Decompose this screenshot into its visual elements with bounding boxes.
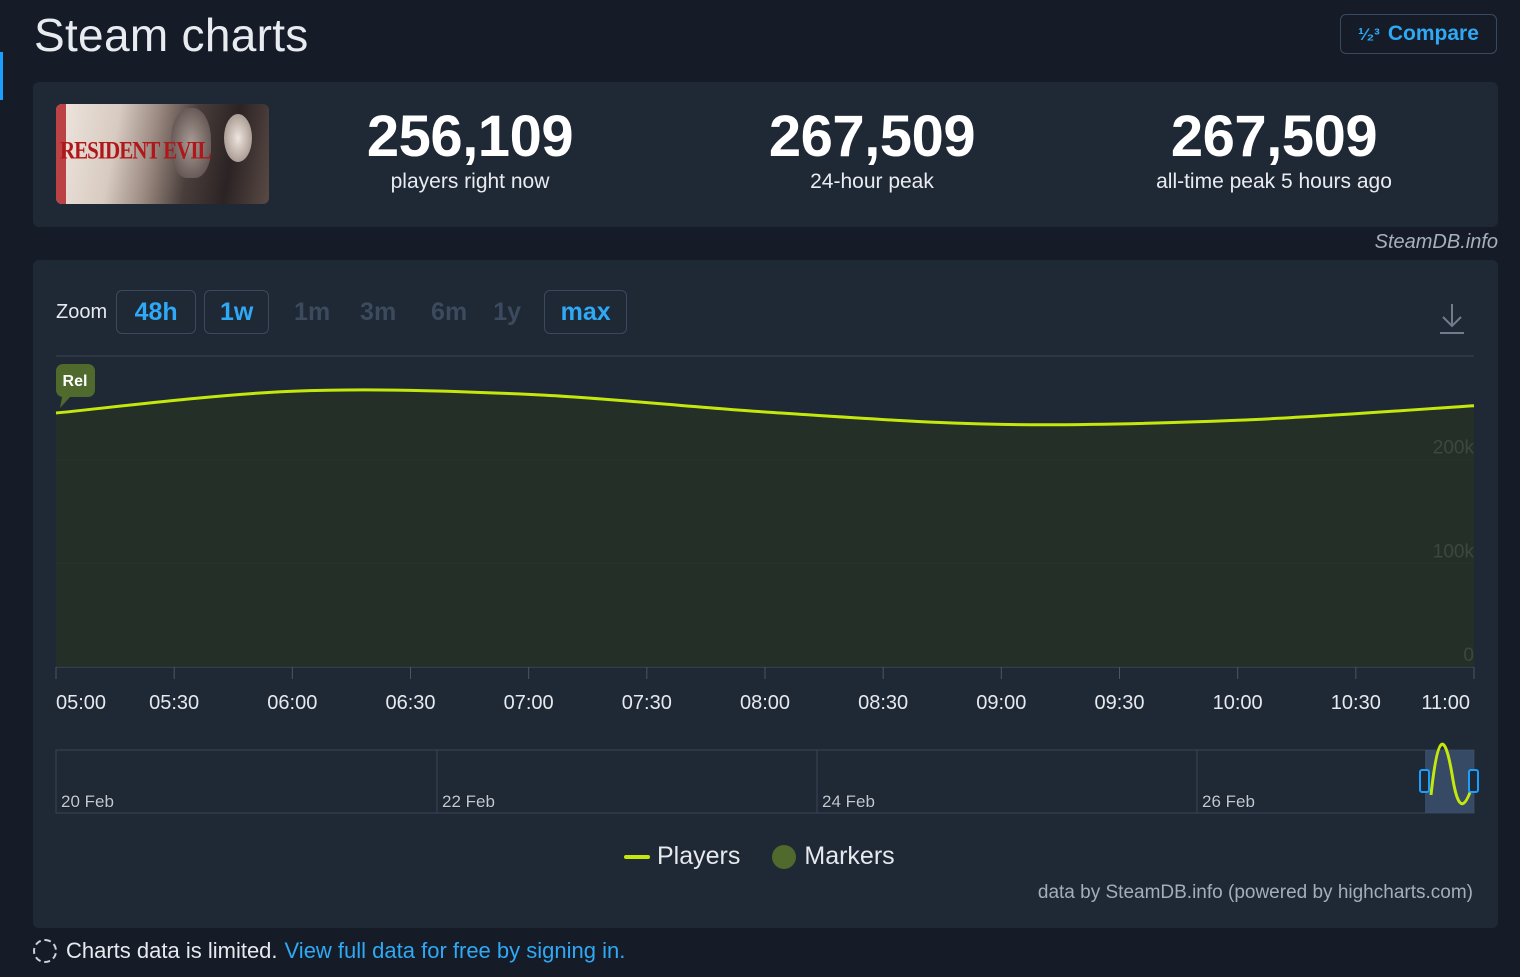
stat-value: 267,509 [1170,104,1378,169]
stat-current-players: 256,109 players right now [345,106,595,194]
x-tick-label: 09:30 [1094,692,1144,714]
limited-message: Charts data is limited. [66,938,278,963]
zoom-1y-button: 1y [493,297,522,326]
footer-notice: Charts data is limited. View full data f… [33,938,625,964]
zoom-max-button[interactable]: max [544,290,628,334]
zoom-3m-button: 3m [360,297,397,326]
loading-icon [33,939,57,963]
release-marker [56,364,95,397]
compare-button[interactable]: ¹⁄₂³ Compare [1340,14,1497,54]
navigator-right-handle [1468,769,1479,793]
x-tick-label: 08:00 [740,692,790,714]
stat-all-time-peak: 267,509 all-time peak 5 hours ago [1124,106,1424,194]
navigator-series-line [1429,742,1476,806]
left-accent-bar [0,52,3,100]
markers-legend-swatch [772,844,797,869]
chart-card: Zoom 48h 1w 1m 3m 6m 1y max 0100k200k05:… [33,260,1498,928]
stat-label: 24-hour peak [810,170,934,193]
x-tick-label: 10:30 [1331,692,1381,714]
download-icon[interactable] [1438,302,1466,336]
x-tick-label: 10:00 [1213,692,1263,714]
x-tick-label: 11:00 [1421,692,1470,714]
zoom-1m-button: 1m [294,297,331,326]
legend-markers[interactable]: Markers [804,842,895,870]
zoom-48h-button[interactable]: 48h [116,290,197,334]
navigator-date-label: 20 Feb [61,792,114,811]
players-legend-swatch [624,854,650,859]
player-chart[interactable]: 0100k200k05:0005:3006:0006:3007:0007:300… [33,260,1498,928]
release-marker-pointer [60,397,70,408]
zoom-label: Zoom [56,300,108,323]
game-thumbnail[interactable]: RESIDENT EVIL [56,104,269,204]
release-marker-label: Rel [63,373,88,390]
x-tick-label: 06:30 [385,692,435,714]
steamdb-watermark: SteamDB.info [1374,231,1498,253]
x-tick-label: 07:30 [622,692,672,714]
stat-value: 256,109 [366,104,574,169]
stat-24h-peak: 267,509 24-hour peak [742,106,1002,194]
game-logo-text: RESIDENT EVIL [60,135,212,165]
navigator-date-label: 26 Feb [1202,792,1255,811]
compare-label: Compare [1387,22,1479,45]
x-tick-label: 09:00 [976,692,1026,714]
stat-label: all-time peak 5 hours ago [1156,170,1392,193]
sign-in-link[interactable]: View full data for free by signing in. [284,938,626,963]
x-tick-label: 07:00 [504,692,554,714]
navigator-date-label: 24 Feb [822,792,875,811]
legend-players[interactable]: Players [657,842,741,870]
navigator-frame [55,749,1475,814]
stat-value: 267,509 [768,104,976,169]
zoom-6m-button: 6m [431,297,468,326]
navigator-date-label: 22 Feb [442,792,495,811]
zoom-1w-button[interactable]: 1w [204,290,270,334]
ordinal-numbers-icon: ¹⁄₂³ [1358,24,1380,44]
x-tick-label: 08:30 [858,692,908,714]
x-tick-label: 06:00 [267,692,317,714]
players-area [56,389,1474,667]
chart-credits[interactable]: data by SteamDB.info (powered by highcha… [1037,882,1473,903]
stat-label: players right now [390,170,550,193]
x-tick-label: 05:30 [149,692,199,714]
stats-card: RESIDENT EVIL 256,109 players right now … [33,82,1498,227]
page-title: Steam charts [34,9,309,61]
chart-legend: Players Markers [624,842,895,871]
x-tick-label: 05:00 [56,692,106,714]
navigator-left-handle [1419,769,1430,793]
zoom-controls: Zoom 48h 1w 1m 3m 6m 1y max [56,290,635,334]
